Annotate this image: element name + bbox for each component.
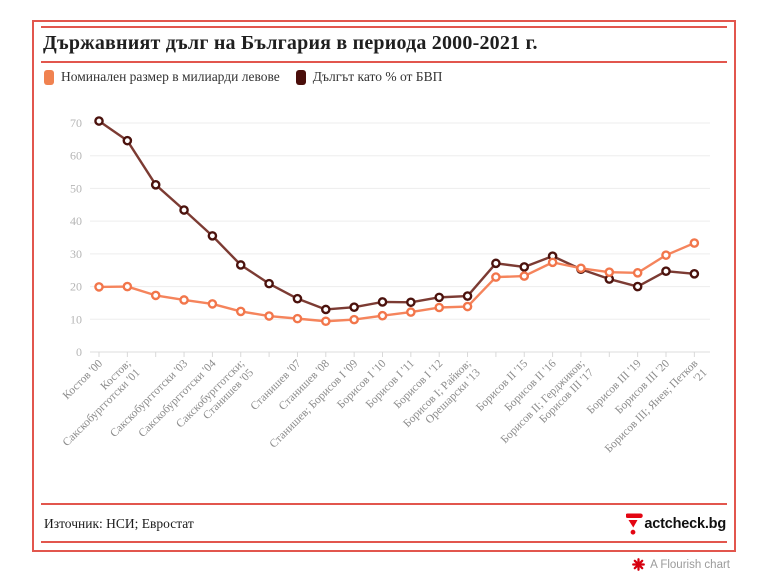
factcheck-logo[interactable]: actcheck.bg bbox=[626, 513, 726, 536]
legend-label: Номинален размер в милиарди левове bbox=[61, 69, 280, 84]
svg-text:40: 40 bbox=[70, 214, 82, 228]
factcheck-wordmark: actcheck.bg bbox=[644, 516, 726, 532]
pct-gdp-series-swatch bbox=[295, 69, 306, 85]
svg-text:70: 70 bbox=[70, 116, 82, 130]
svg-text:0: 0 bbox=[76, 345, 82, 359]
footer-bottom-rule bbox=[41, 541, 727, 543]
svg-text:30: 30 bbox=[70, 247, 82, 261]
title-top-rule bbox=[41, 26, 727, 28]
footer: Източник: НСИ; Евростат actcheck.bg bbox=[44, 509, 726, 539]
flourish-label: A Flourish chart bbox=[650, 558, 730, 571]
page-title: Държавният дълг на България в периода 20… bbox=[43, 32, 538, 54]
legend-item-nominal: Номинален размер в милиарди левове bbox=[44, 69, 280, 85]
legend: Номинален размер в милиарди левове Дългъ… bbox=[44, 69, 442, 85]
title-bottom-rule bbox=[41, 61, 727, 63]
svg-text:10: 10 bbox=[70, 312, 82, 326]
legend-item-pct-gdp: Дългът като % от БВП bbox=[295, 69, 443, 85]
svg-text:50: 50 bbox=[70, 181, 82, 195]
factcheck-f-icon bbox=[626, 513, 644, 535]
footer-top-rule bbox=[41, 503, 727, 505]
svg-text:Костов '00: Костов '00 bbox=[61, 357, 106, 402]
svg-text:60: 60 bbox=[70, 149, 82, 163]
legend-label: Дългът като % от БВП bbox=[312, 69, 443, 84]
svg-text:20: 20 bbox=[70, 280, 82, 294]
chart-card: Държавният дълг на България в периода 20… bbox=[32, 20, 736, 552]
nominal-series-swatch bbox=[44, 69, 54, 85]
svg-text:Борисов I; Райков;Орешарски '1: Борисов I; Райков;Орешарски '13 bbox=[401, 357, 483, 439]
source-text: Източник: НСИ; Евростат bbox=[44, 516, 194, 531]
flourish-icon bbox=[632, 558, 645, 571]
flourish-attribution[interactable]: A Flourish chart bbox=[632, 558, 730, 571]
